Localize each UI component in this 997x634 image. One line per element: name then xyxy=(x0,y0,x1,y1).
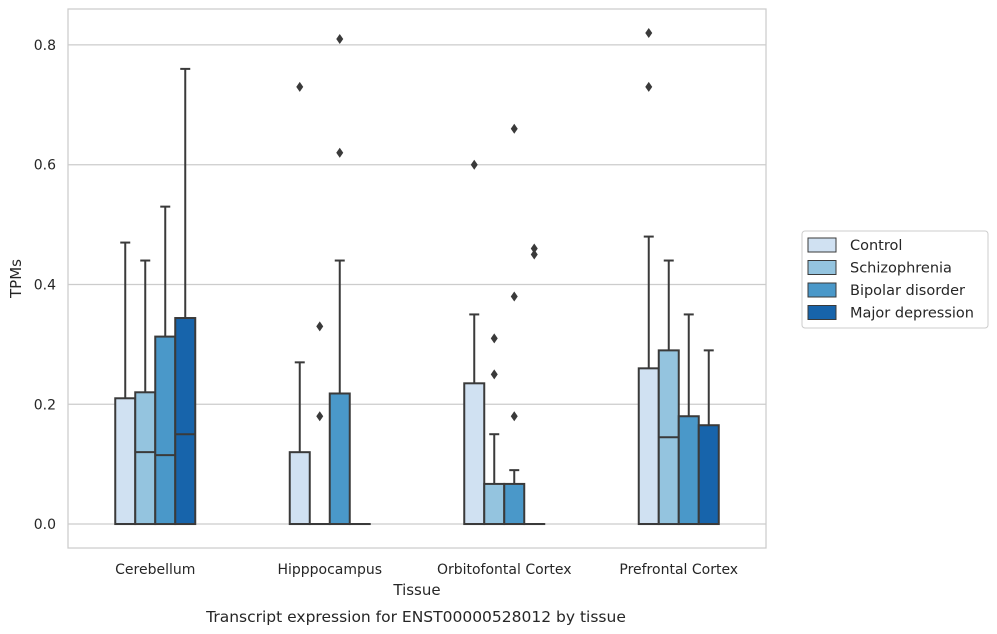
y-tick-label: 0.4 xyxy=(34,277,56,293)
box-body xyxy=(483,482,506,526)
box-body xyxy=(154,335,177,526)
legend-swatch xyxy=(807,260,837,275)
box-body xyxy=(288,451,311,526)
legend-label: Bipolar disorder xyxy=(850,283,965,299)
outlier-point xyxy=(490,369,498,380)
x-tick-label: Orbitofontal Cortex xyxy=(437,562,572,578)
outlier-point xyxy=(336,33,344,44)
box-body xyxy=(697,424,720,526)
box-body xyxy=(463,382,486,526)
chart-caption: Transcript expression for ENST0000052801… xyxy=(205,608,626,626)
y-axis-label: TPMs xyxy=(7,259,25,299)
plot-frame xyxy=(67,8,767,549)
outlier-point xyxy=(645,81,653,92)
x-axis: Cerebellum Hipppocampus Orbitofontal Corte… xyxy=(115,562,738,578)
outlier-point xyxy=(510,291,518,302)
y-tick-label: 0.2 xyxy=(34,397,56,413)
outlier-point xyxy=(316,321,324,332)
x-axis-label: Tissue xyxy=(392,581,440,599)
y-tick-label: 0.8 xyxy=(34,38,56,54)
outlier-point xyxy=(530,243,538,254)
box-control xyxy=(463,159,486,526)
box-bipolar-disorder xyxy=(503,123,526,526)
box-control xyxy=(288,81,311,526)
box-body xyxy=(328,392,351,526)
box-body xyxy=(174,317,197,526)
legend-label: Control xyxy=(850,238,902,254)
box-series xyxy=(114,27,720,526)
outlier-point xyxy=(510,411,518,422)
outlier-point xyxy=(316,411,324,422)
outlier-point xyxy=(645,27,653,38)
box-bipolar-disorder xyxy=(154,205,177,526)
y-tick-label: 0.6 xyxy=(34,158,56,174)
legend-swatch xyxy=(807,305,837,320)
box-control xyxy=(114,241,137,526)
box-bipolar-disorder xyxy=(677,313,700,526)
legend-label: Major depression xyxy=(850,306,974,322)
box-bipolar-disorder xyxy=(328,33,351,526)
box-schizophrenia xyxy=(308,321,331,526)
legend-swatch xyxy=(807,237,837,253)
box-schizophrenia xyxy=(483,333,506,526)
outlier-point xyxy=(490,333,498,344)
box-schizophrenia xyxy=(134,259,157,526)
y-tick-label: 0.0 xyxy=(34,517,56,533)
x-tick-label: Prefrontal Cortex xyxy=(619,562,738,578)
box-body xyxy=(677,415,700,526)
outlier-point xyxy=(336,147,344,158)
outlier-point xyxy=(470,159,478,170)
x-tick-label: Hipppocampus xyxy=(277,562,382,578)
box-major-depression xyxy=(174,67,197,526)
x-tick-label: Cerebellum xyxy=(115,562,195,578)
outlier-point xyxy=(296,81,304,92)
box-body xyxy=(637,367,660,526)
box-schizophrenia xyxy=(657,259,680,526)
box-body xyxy=(134,391,157,526)
outlier-point xyxy=(530,249,538,260)
y-axis: 0.0 0.2 0.4 0.6 0.8 xyxy=(34,38,56,533)
outlier-point xyxy=(510,123,518,134)
box-major-depression xyxy=(697,349,720,526)
box-major-depression xyxy=(523,243,546,526)
box-body xyxy=(503,482,526,526)
box-body xyxy=(114,397,137,526)
legend-swatch xyxy=(807,282,837,298)
box-control xyxy=(637,27,660,526)
legend-frame xyxy=(801,230,989,329)
legend-label: Schizophrenia xyxy=(850,261,952,277)
legend: Control Schizophrenia Bipolar disorder Majo… xyxy=(801,230,989,329)
